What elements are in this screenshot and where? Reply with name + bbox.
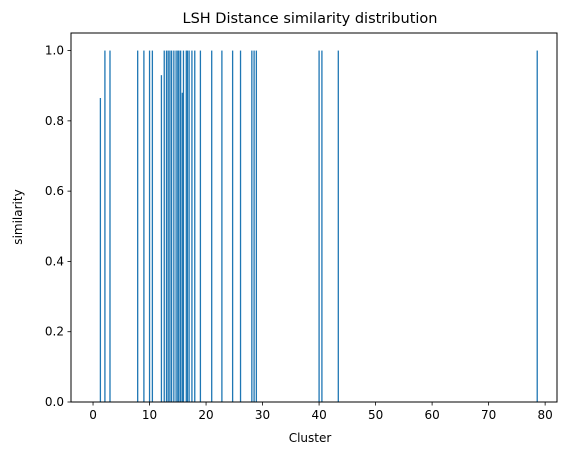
bar [337,50,339,402]
bar [143,50,145,402]
x-tick-label: 30 [255,408,270,422]
bar [169,50,171,402]
bar [163,50,165,402]
bar [181,92,183,403]
bar [178,50,180,402]
bar [185,50,187,402]
bar [188,50,190,402]
bar [318,50,320,402]
x-tick-label: 60 [424,408,439,422]
x-axis-ticks: 0 10 20 30 40 50 60 70 80 [89,402,553,422]
bars-group [99,50,538,403]
bar [109,50,111,402]
x-tick-label: 10 [142,408,157,422]
y-tick-label: 0.0 [45,395,64,409]
x-tick-label: 0 [89,408,97,422]
bar [186,50,189,402]
y-axis-label: similarity [11,189,25,244]
plot-frame [70,32,558,403]
bar [165,50,168,402]
bar [177,50,179,402]
y-axis-ticks: 0.0 0.2 0.4 0.6 0.8 1.0 [45,44,71,409]
y-tick-label: 0.4 [45,254,64,268]
x-tick-label: 40 [311,408,326,422]
bar [321,50,323,402]
bar [255,50,258,402]
bar [170,50,173,402]
x-tick-label: 50 [368,408,383,422]
bar [211,50,213,402]
x-tick-label: 80 [537,408,552,422]
x-tick-label: 70 [481,408,496,422]
chart-title: LSH Distance similarity distribution [183,11,438,27]
y-tick-label: 0.2 [45,325,64,339]
bar [175,50,177,402]
bar [160,75,163,403]
x-axis-label: Cluster [289,431,332,445]
bar [104,50,106,402]
bar [253,50,255,402]
x-tick-label: 20 [198,408,213,422]
bar [182,50,185,402]
bar [251,50,253,402]
bar [194,50,196,402]
bar [239,50,242,402]
bar [148,50,151,402]
bar [199,50,202,402]
bar [151,50,154,402]
bar [173,50,175,402]
bar [231,50,234,402]
y-tick-label: 1.0 [45,44,64,58]
bar [221,50,223,402]
bar [191,50,193,402]
bar [137,50,139,402]
y-tick-label: 0.6 [45,184,64,198]
bar [99,98,102,402]
y-tick-label: 0.8 [45,114,64,128]
bar [167,50,169,402]
bar [179,50,182,402]
bar [536,50,538,402]
